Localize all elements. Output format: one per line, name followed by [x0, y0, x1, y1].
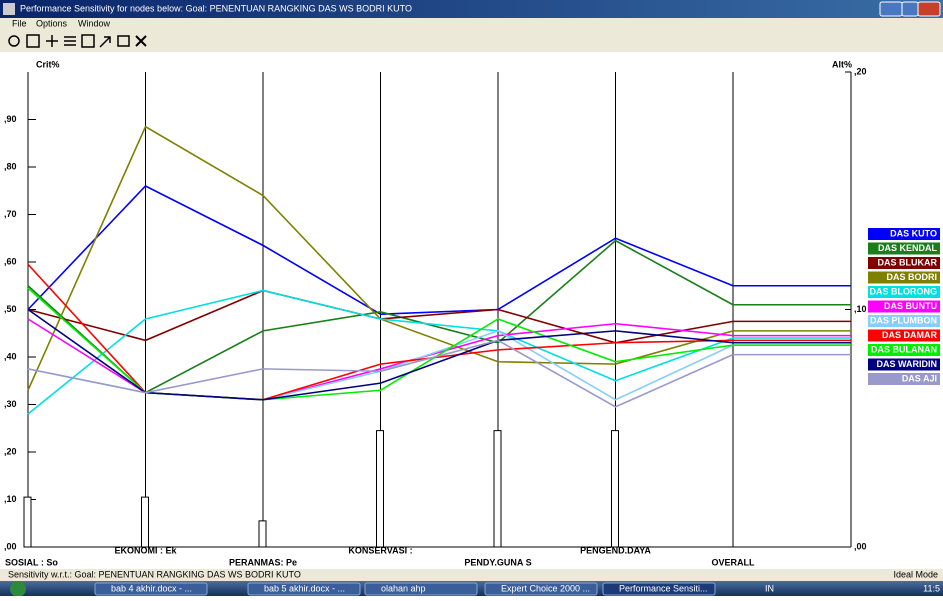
legend-swatch [868, 344, 940, 356]
y2-tick-label: ,10 [854, 304, 867, 314]
legend-swatch [868, 228, 940, 240]
legend-label: DAS KENDAL [878, 243, 938, 253]
close-button[interactable] [917, 1, 941, 17]
tool-close[interactable] [135, 35, 147, 47]
status-text: Sensitivity w.r.t.: Goal: PENENTUAN RANG… [8, 569, 301, 579]
legend-label: DAS BODRI [886, 272, 937, 282]
start-button[interactable] [10, 581, 26, 597]
menu-bar [0, 18, 943, 30]
legend-label: DAS DAMAR [882, 330, 937, 340]
legend-swatch [868, 329, 940, 342]
task-button[interactable] [247, 582, 361, 596]
criterion-bar [493, 430, 502, 548]
tool-head[interactable] [64, 36, 76, 46]
task-label: bab 5 akhir.docx - ... [264, 583, 345, 593]
status-bar [0, 569, 943, 581]
legend-label: DAS AJI [902, 373, 937, 383]
maximize-button[interactable] [901, 1, 919, 17]
criterion-bar [611, 430, 619, 548]
criterion-bar [376, 430, 384, 548]
y2-axis-label: Alt% [832, 59, 852, 69]
tool-refresh[interactable] [8, 35, 20, 47]
legend-swatch [868, 300, 940, 313]
y-tick-label: ,00 [4, 541, 17, 551]
app-icon [3, 3, 15, 15]
task-label: Expert Choice 2000 ... [501, 583, 590, 593]
series-line [27, 185, 734, 316]
legend-label: DAS PLUMBON [870, 315, 937, 325]
y-tick-label: ,40 [4, 351, 17, 361]
y-tick-label: ,10 [4, 494, 17, 504]
menu-file[interactable]: File [12, 18, 27, 28]
task-button[interactable] [602, 582, 716, 596]
y-axis-label: Crit% [36, 59, 60, 69]
series-line [27, 289, 734, 415]
tool-print[interactable] [117, 35, 130, 47]
clock: 11:5 [923, 583, 940, 593]
y-tick-label: ,70 [4, 209, 17, 219]
mode-text: Ideal Mode [893, 569, 938, 579]
y-tick-label: ,20 [4, 446, 17, 456]
title-bar [0, 0, 943, 18]
tool-arrow[interactable] [99, 36, 111, 48]
legend-swatch [868, 373, 940, 385]
tool-grad[interactable] [46, 35, 58, 47]
task-label: olahan ahp [381, 583, 426, 593]
x-tick-label: KONSERVASI : [348, 545, 412, 555]
legend-label: DAS BLORONG [870, 286, 938, 296]
legend-label: DAS BULANAN [871, 344, 937, 354]
x-tick-label: EKONOMI : Ek [114, 545, 177, 555]
task-button[interactable] [364, 582, 478, 596]
x-tick-label: OVERALL [711, 557, 755, 567]
task-label: bab 4 akhir.docx - ... [111, 583, 192, 593]
tool-bar[interactable] [26, 34, 40, 48]
task-label: Performance Sensiti... [619, 583, 708, 593]
menu-window[interactable]: Window [78, 18, 111, 28]
minimize-button[interactable] [879, 1, 903, 17]
task-button[interactable] [94, 582, 208, 596]
legend-label: DAS BLUKAR [878, 257, 938, 267]
toolbar [0, 30, 943, 52]
x-tick-label: PENDY.GUNA S [464, 557, 531, 567]
y-tick-label: ,90 [4, 114, 17, 124]
y-tick-label: ,80 [4, 161, 17, 171]
legend-swatch [868, 358, 940, 371]
x-tick-label: PERANMAS: Pe [229, 557, 297, 567]
legend-label: DAS WARIDIN [877, 359, 938, 369]
legend-label: DAS KUTO [890, 228, 937, 238]
y-tick-label: ,60 [4, 256, 17, 266]
tool-graph[interactable] [81, 34, 95, 48]
legend-swatch [868, 271, 940, 284]
series-line [27, 339, 734, 408]
criterion-bar [141, 496, 149, 548]
y2-tick-label: ,20 [854, 66, 867, 76]
legend-swatch [868, 315, 940, 327]
x-tick-label: PENGEND.DAYA [580, 545, 651, 555]
legend-swatch [868, 286, 940, 298]
criterion-bar [258, 520, 267, 548]
x-tick-label: SOSIAL : So [5, 557, 58, 567]
legend-label: DAS BUNTU [884, 301, 937, 311]
task-button[interactable] [484, 582, 598, 596]
criterion-bar [23, 496, 32, 548]
y-tick-label: ,50 [4, 304, 17, 314]
legend-swatch [868, 257, 940, 269]
y2-tick-label: ,00 [854, 541, 867, 551]
legend-swatch [868, 242, 940, 255]
window-title: Performance Sensitivity for nodes below:… [20, 3, 412, 13]
y-tick-label: ,30 [4, 399, 17, 409]
menu-options[interactable]: Options [36, 18, 68, 28]
language: IN [765, 583, 774, 593]
